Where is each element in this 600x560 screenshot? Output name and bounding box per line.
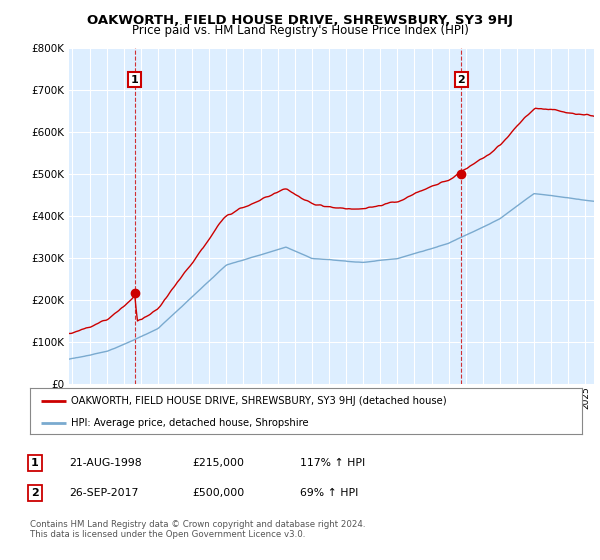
Text: £500,000: £500,000 xyxy=(192,488,244,498)
Text: 2: 2 xyxy=(457,74,465,85)
Text: 69% ↑ HPI: 69% ↑ HPI xyxy=(300,488,358,498)
Text: 117% ↑ HPI: 117% ↑ HPI xyxy=(300,458,365,468)
Text: Price paid vs. HM Land Registry's House Price Index (HPI): Price paid vs. HM Land Registry's House … xyxy=(131,24,469,37)
Text: OAKWORTH, FIELD HOUSE DRIVE, SHREWSBURY, SY3 9HJ: OAKWORTH, FIELD HOUSE DRIVE, SHREWSBURY,… xyxy=(87,14,513,27)
Text: 21-AUG-1998: 21-AUG-1998 xyxy=(69,458,142,468)
Text: HPI: Average price, detached house, Shropshire: HPI: Average price, detached house, Shro… xyxy=(71,418,309,427)
Text: 2: 2 xyxy=(31,488,38,498)
Text: Contains HM Land Registry data © Crown copyright and database right 2024.
This d: Contains HM Land Registry data © Crown c… xyxy=(30,520,365,539)
Text: 1: 1 xyxy=(31,458,38,468)
Text: 26-SEP-2017: 26-SEP-2017 xyxy=(69,488,139,498)
Text: £215,000: £215,000 xyxy=(192,458,244,468)
Text: 1: 1 xyxy=(131,74,139,85)
Text: OAKWORTH, FIELD HOUSE DRIVE, SHREWSBURY, SY3 9HJ (detached house): OAKWORTH, FIELD HOUSE DRIVE, SHREWSBURY,… xyxy=(71,396,447,406)
